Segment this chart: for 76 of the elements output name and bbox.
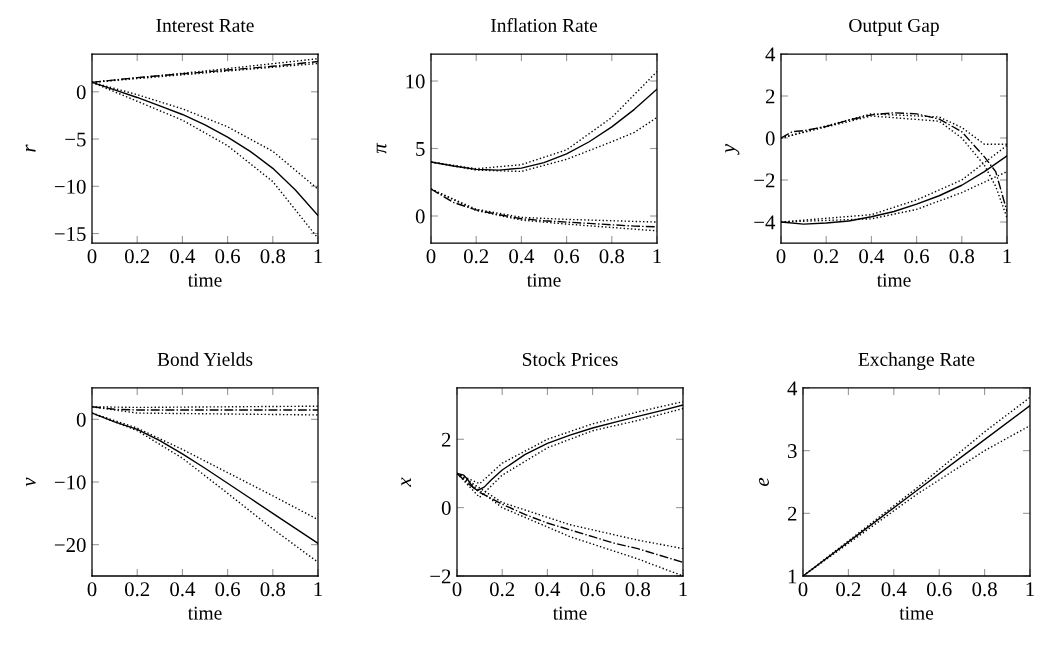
chart-title: Exchange Rate xyxy=(858,352,975,370)
x-tick-label: 0.6 xyxy=(926,582,952,597)
y-tick-label: −2 xyxy=(754,173,775,188)
y-axis-title: r xyxy=(25,144,36,152)
y-tick-label: −5 xyxy=(65,132,86,147)
y-tick-label: 1 xyxy=(788,569,797,584)
x-tick-label: 0.2 xyxy=(489,582,515,597)
x-tick-label: 0.8 xyxy=(949,249,975,264)
y-tick-label: −10 xyxy=(54,475,86,490)
x-tick-label: 0.6 xyxy=(554,249,579,264)
x-tick-label: 0.4 xyxy=(535,582,561,597)
y-tick-label: 5 xyxy=(416,142,425,156)
y-tick-label: 0 xyxy=(76,412,86,427)
y-tick-label: 10 xyxy=(406,74,425,89)
y-tick-label: 2 xyxy=(441,432,451,447)
y-tick-label: 0 xyxy=(415,209,425,224)
x-tick-label: 0.2 xyxy=(836,582,861,597)
x-tick-label: 0 xyxy=(452,582,462,597)
x-tick-label: 1 xyxy=(314,582,322,597)
y-axis-title: x xyxy=(401,477,411,487)
x-tick-label: 1 xyxy=(679,582,687,597)
x-axis-title: time xyxy=(187,273,222,287)
x-tick-label: 0.4 xyxy=(170,249,196,264)
x-tick-label: 0.4 xyxy=(859,249,885,264)
x-tick-label: 0.2 xyxy=(813,249,839,264)
y-tick-label: 0 xyxy=(76,85,86,100)
x-tick-label: 0.6 xyxy=(215,249,240,264)
x-tick-label: 0.4 xyxy=(881,582,907,597)
x-tick-label: 0.8 xyxy=(260,582,286,597)
x-tick-label: 0.4 xyxy=(509,249,535,264)
y-tick-label: −10 xyxy=(54,179,86,194)
y-tick-label: 4 xyxy=(765,47,776,62)
x-tick-label: 0.8 xyxy=(599,249,625,264)
y-axis-title: e xyxy=(758,477,769,486)
x-tick-label: 0.8 xyxy=(625,582,651,597)
x-tick-label: 0.2 xyxy=(124,582,150,597)
chart-title: Inflation Rate xyxy=(490,18,598,32)
x-tick-label: 1 xyxy=(1003,249,1011,264)
x-tick-label: 1 xyxy=(653,249,661,264)
y-tick-label: 2 xyxy=(765,89,775,104)
x-tick-label: 0.8 xyxy=(972,582,997,597)
x-tick-label: 0.6 xyxy=(904,249,929,264)
y-tick-label: 3 xyxy=(788,444,797,459)
x-tick-label: 0 xyxy=(798,582,808,597)
chart-title: Bond Yields xyxy=(157,352,253,366)
y-tick-label: 0 xyxy=(765,131,775,146)
y-tick-label: −15 xyxy=(54,227,86,241)
y-tick-label: 0 xyxy=(441,501,451,516)
y-tick-label: −2 xyxy=(430,569,451,584)
x-tick-label: 1 xyxy=(314,249,322,264)
y-tick-label: −20 xyxy=(54,538,86,553)
x-tick-label: 0 xyxy=(87,582,97,597)
x-axis-title: time xyxy=(876,273,911,287)
x-tick-label: 0.6 xyxy=(215,582,240,597)
chart-title: Output Gap xyxy=(849,18,939,36)
x-tick-label: 0.2 xyxy=(463,249,489,264)
chart-title: Interest Rate xyxy=(156,19,254,32)
x-axis-title: time xyxy=(526,273,561,287)
x-tick-label: 0.4 xyxy=(170,582,196,597)
y-tick-label: −4 xyxy=(754,215,776,230)
x-axis-title: time xyxy=(187,606,222,620)
x-tick-label: 0.6 xyxy=(580,582,605,597)
y-axis-title: y xyxy=(725,143,740,155)
x-tick-label: 0.2 xyxy=(124,249,150,264)
chart-title: Stock Prices xyxy=(522,352,618,366)
x-axis-title: time xyxy=(899,606,934,620)
x-tick-label: 1 xyxy=(1026,582,1034,597)
y-tick-label: 4 xyxy=(787,381,798,396)
x-tick-label: 0 xyxy=(776,249,786,264)
x-tick-label: 0 xyxy=(426,249,436,264)
y-axis-title: v xyxy=(25,477,36,487)
y-tick-label: 2 xyxy=(787,506,797,521)
y-axis-title: π xyxy=(376,142,387,154)
x-tick-label: 0.8 xyxy=(260,249,286,264)
x-axis-title: time xyxy=(552,606,587,620)
x-tick-label: 0 xyxy=(87,249,97,264)
